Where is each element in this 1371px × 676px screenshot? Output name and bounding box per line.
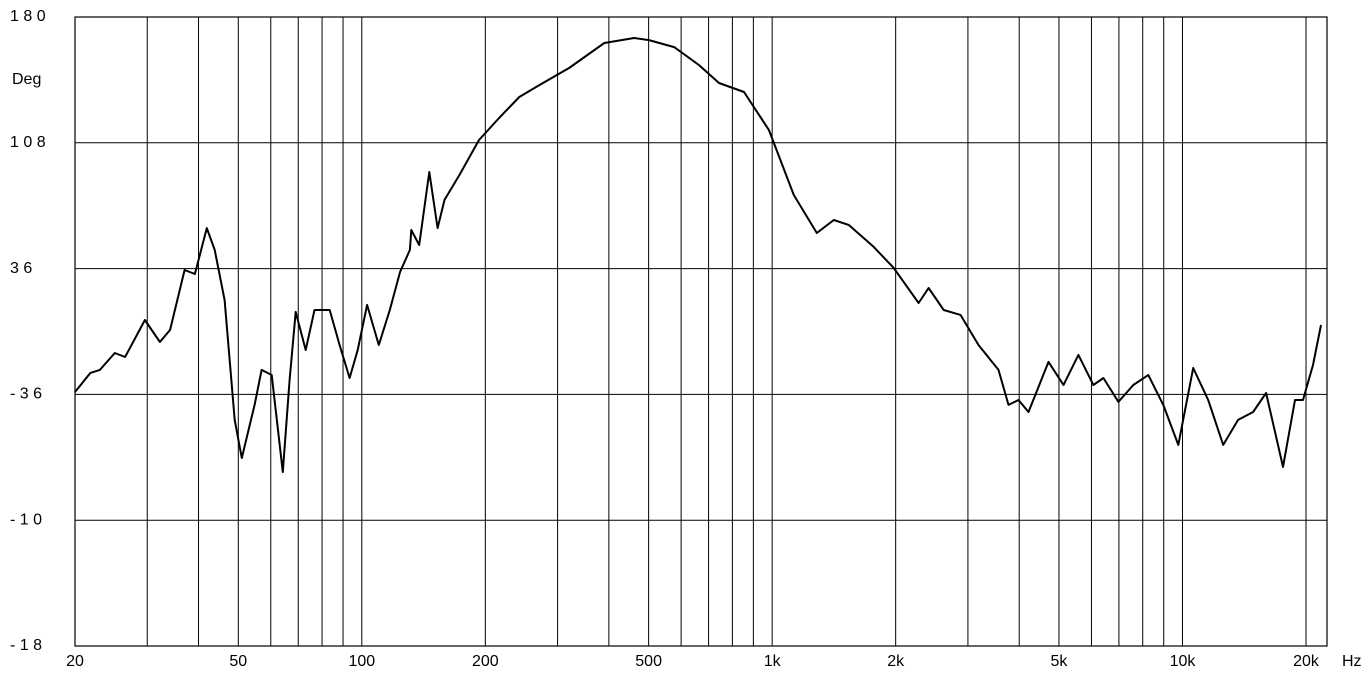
y-tick-label: - 3 6 bbox=[10, 386, 42, 403]
x-tick-label: 20k bbox=[1293, 653, 1320, 670]
x-tick-label: 200 bbox=[472, 653, 499, 670]
x-tick-label: 500 bbox=[635, 653, 662, 670]
y-tick-label: 1 8 0 bbox=[10, 8, 46, 25]
x-tick-label: 50 bbox=[229, 653, 247, 670]
y-tick-label: - 1 0 bbox=[10, 511, 42, 528]
y-tick-label: 3 6 bbox=[10, 260, 32, 277]
x-axis-label: Hz bbox=[1342, 653, 1362, 670]
x-tick-label: 20 bbox=[66, 653, 84, 670]
y-tick-label: 1 0 8 bbox=[10, 134, 46, 151]
y-axis-label: Deg bbox=[12, 71, 41, 88]
x-tick-label: 2k bbox=[887, 653, 905, 670]
y-tick-label: - 1 8 bbox=[10, 637, 42, 654]
plot-frame bbox=[74, 16, 1328, 647]
phase-line bbox=[74, 37, 1322, 473]
x-tick-label: 5k bbox=[1051, 653, 1069, 670]
x-tick-label: 100 bbox=[348, 653, 375, 670]
x-tick-label: 1k bbox=[764, 653, 782, 670]
x-tick-label: 10k bbox=[1170, 653, 1197, 670]
